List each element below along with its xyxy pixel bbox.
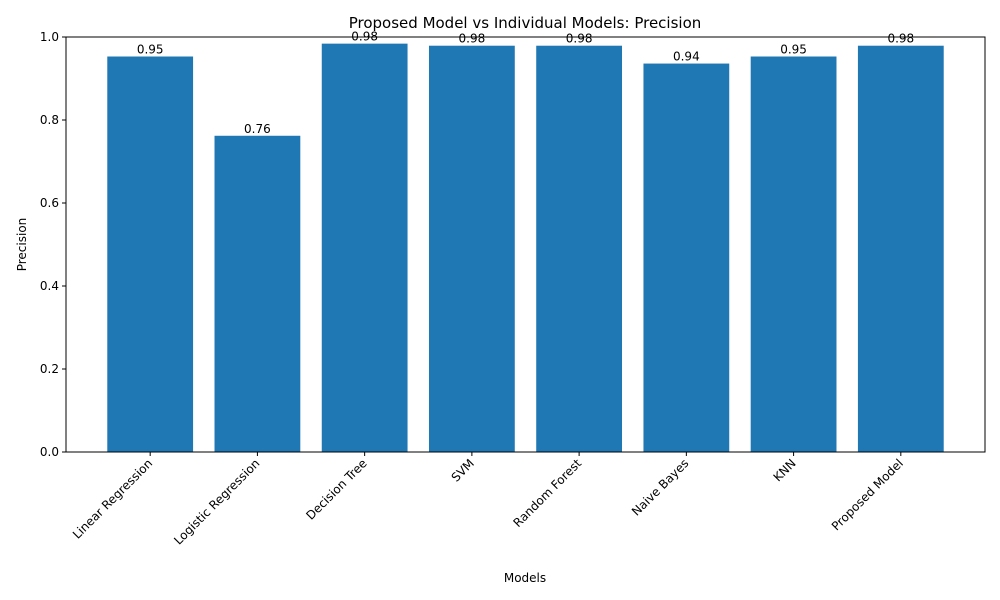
bar-value-label: 0.76 <box>244 122 271 136</box>
y-tick-label: 0.8 <box>40 113 59 127</box>
bar <box>321 43 408 452</box>
bar-value-label: 0.95 <box>137 43 164 57</box>
y-axis-label: Precision <box>15 218 29 272</box>
bar <box>643 63 730 453</box>
y-tick-label: 0.4 <box>40 279 59 293</box>
x-tick-label: Logistic Regression <box>171 456 262 547</box>
bar-value-label: 0.98 <box>566 32 593 46</box>
bar-value-label: 0.98 <box>459 32 486 46</box>
x-tick-label: Linear Regression <box>70 456 155 541</box>
x-tick-label: Random Forest <box>510 456 584 530</box>
x-tick-label: SVM <box>449 456 477 484</box>
bar <box>214 135 301 452</box>
x-tick-label: Proposed Model <box>829 456 906 533</box>
y-tick-label: 1.0 <box>40 30 59 44</box>
bar-value-label: 0.95 <box>780 43 807 57</box>
y-tick-label: 0.0 <box>40 445 59 459</box>
bar <box>428 45 515 453</box>
bar-value-label: 0.94 <box>673 50 700 64</box>
bar-value-labels: 0.950.760.98 0.98 0.980.940.950.98 <box>137 30 914 136</box>
y-axis: 0.0 0.2 0.4 0.6 0.8 1.0 <box>40 30 66 459</box>
y-tick-label: 0.6 <box>40 196 59 210</box>
chart-title: Proposed Model vs Individual Models: Pre… <box>349 14 702 32</box>
bar <box>750 56 837 452</box>
bar <box>536 45 623 453</box>
x-tick-label: KNN <box>771 456 799 484</box>
x-axis-label: Models <box>504 571 546 585</box>
x-tick-label: Naive Bayes <box>629 456 691 518</box>
plot-frame <box>65 36 986 453</box>
x-axis: Linear Regression Logistic Regression Deci… <box>70 452 906 548</box>
x-tick-label: Decision Tree <box>303 456 369 522</box>
y-tick-label: 0.2 <box>40 362 59 376</box>
bar-value-label: 0.98 <box>887 32 914 46</box>
bar <box>107 56 194 452</box>
bars <box>107 43 944 453</box>
bar <box>857 45 944 453</box>
